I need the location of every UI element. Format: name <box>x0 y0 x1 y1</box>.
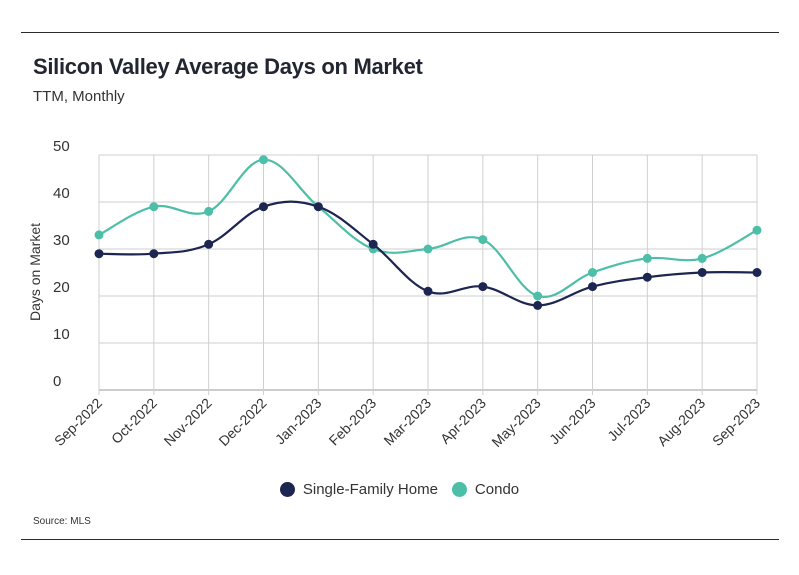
data-point-condo <box>642 253 652 263</box>
y-axis-title: Days on Market <box>27 223 43 321</box>
chart-subtitle: TTM, Monthly <box>33 88 125 105</box>
x-tick-label: Sep-2023 <box>709 395 763 449</box>
source-note: Source: MLS <box>33 516 91 527</box>
legend-label-single-family: Single-Family Home <box>302 481 438 498</box>
data-point-single-family <box>642 272 652 282</box>
x-tick-label: Jun-2023 <box>546 395 599 448</box>
chart-title: Silicon Valley Average Days on Market <box>33 54 423 79</box>
legend-label-condo: Condo <box>474 481 520 498</box>
x-tick-label: Apr-2023 <box>437 395 489 447</box>
y-tick-label: 20 <box>53 279 70 296</box>
x-tick-label: Aug-2023 <box>654 395 708 449</box>
top-rule <box>21 32 779 33</box>
data-point-condo <box>94 230 104 240</box>
x-tick-label: May-2023 <box>488 395 543 450</box>
data-point-condo <box>259 155 268 165</box>
data-point-single-family <box>259 202 268 212</box>
data-point-single-family <box>478 282 488 292</box>
data-point-condo <box>533 291 543 301</box>
legend-item-condo[interactable]: Condo <box>451 481 520 498</box>
x-tick-label: Mar-2023 <box>380 395 434 449</box>
data-point-condo <box>149 202 159 212</box>
data-point-single-family <box>94 249 104 259</box>
data-point-condo <box>478 235 488 245</box>
legend-item-single-family[interactable]: Single-Family Home <box>279 481 438 498</box>
legend-swatch-condo <box>451 482 467 497</box>
data-point-single-family <box>697 268 707 277</box>
data-point-single-family <box>588 282 597 292</box>
y-tick-label: 40 <box>53 185 70 202</box>
data-point-single-family <box>313 202 323 212</box>
x-tick-label: Feb-2023 <box>326 395 380 449</box>
data-point-single-family <box>752 268 762 277</box>
legend-swatch-single-family <box>279 482 295 497</box>
x-tick-label: Jan-2023 <box>272 395 325 448</box>
bottom-rule <box>21 539 779 540</box>
y-tick-label: 50 <box>53 138 70 155</box>
x-tick-label: Jul-2023 <box>604 395 653 444</box>
y-tick-label: 10 <box>53 326 70 343</box>
data-point-single-family <box>149 249 159 259</box>
chart-legend: Single-Family Home Condo <box>0 481 799 498</box>
y-tick-label: 30 <box>53 232 70 249</box>
data-point-single-family <box>204 239 214 249</box>
data-point-single-family <box>368 239 378 249</box>
x-tick-label: Sep-2022 <box>51 395 105 449</box>
data-point-condo <box>423 244 433 254</box>
x-tick-label: Oct-2022 <box>108 395 160 447</box>
data-point-condo <box>752 225 762 235</box>
data-point-condo <box>588 268 597 277</box>
data-point-condo <box>204 206 214 216</box>
data-point-condo <box>697 253 707 263</box>
y-tick-label: 0 <box>53 373 61 390</box>
x-tick-label: Nov-2022 <box>161 395 215 449</box>
x-tick-label: Dec-2022 <box>215 395 269 449</box>
data-point-single-family <box>533 300 543 310</box>
data-point-single-family <box>423 286 433 296</box>
